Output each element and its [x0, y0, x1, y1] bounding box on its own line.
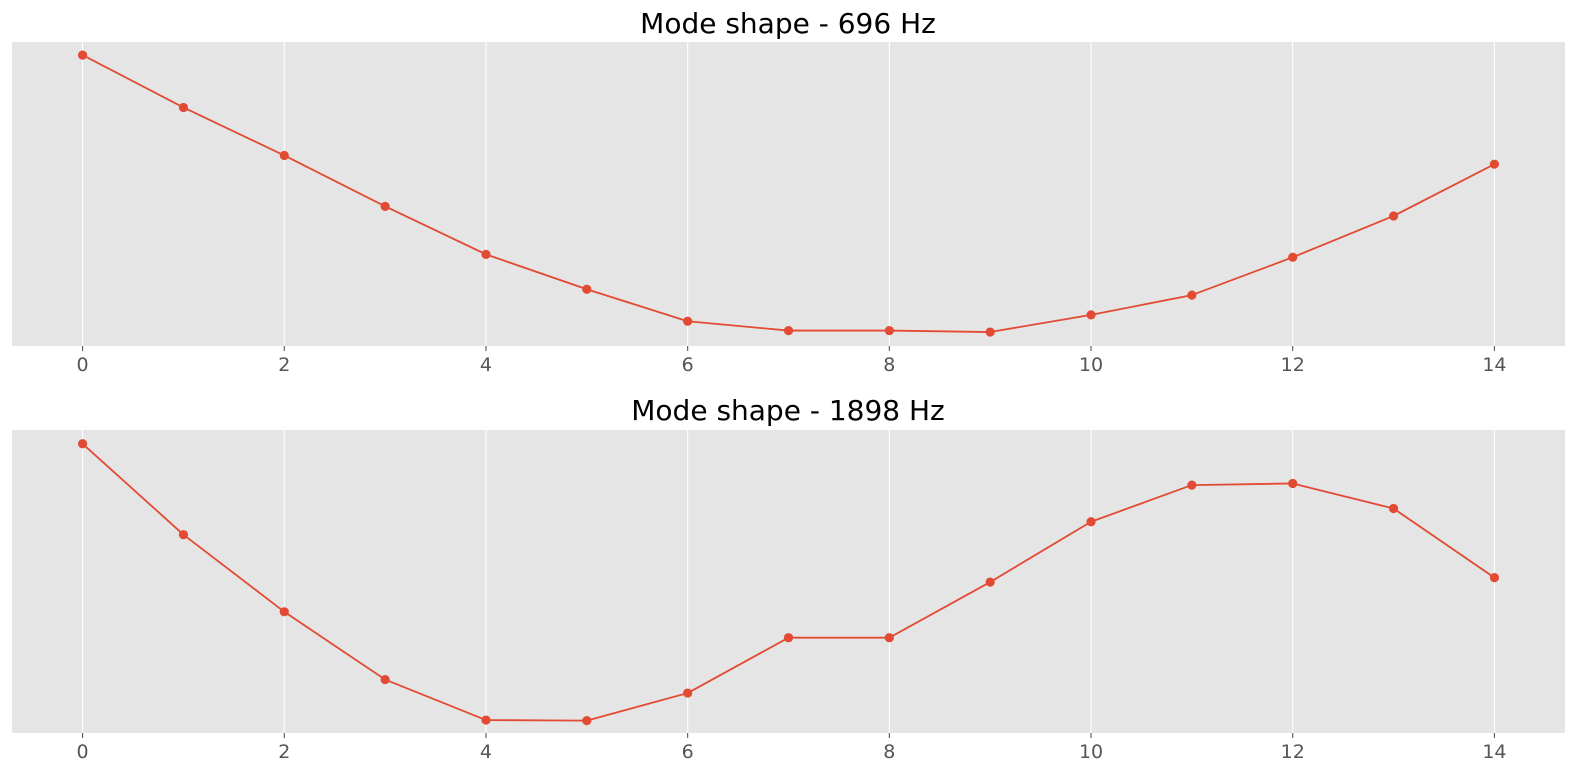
x-tick-label: 0	[77, 741, 89, 763]
data-point	[683, 688, 693, 698]
x-axis-ticks: 0 2 4 6 8 10 12 14	[77, 346, 1507, 376]
data-point	[582, 284, 592, 294]
data-point	[1388, 503, 1399, 514]
data-point	[1086, 517, 1096, 527]
data-markers	[77, 439, 1500, 726]
data-point	[279, 150, 289, 161]
x-tick-label: 4	[480, 741, 492, 763]
data-point	[1288, 252, 1298, 262]
mode-shape-696hz-panel: 0 2 4 6 8 10 12 14 Mode shape - 696 Hz	[12, 7, 1565, 376]
data-point	[380, 674, 390, 685]
x-tick-label: 2	[278, 741, 290, 763]
chart-title: Mode shape - 696 Hz	[640, 7, 936, 40]
data-point	[178, 102, 189, 113]
data-point	[1388, 211, 1399, 221]
data-point	[884, 325, 894, 336]
data-point	[985, 327, 995, 337]
data-point	[1086, 310, 1096, 320]
plot-area-background	[12, 430, 1565, 733]
x-tick-label: 14	[1482, 354, 1506, 376]
x-tick-label: 8	[883, 741, 895, 763]
x-tick-label: 6	[682, 354, 694, 376]
data-point	[77, 50, 88, 60]
chart-title: Mode shape - 1898 Hz	[631, 394, 945, 427]
data-point	[783, 325, 794, 336]
grid-lines	[82, 430, 1495, 733]
x-tick-label: 0	[77, 354, 89, 376]
data-markers	[77, 50, 1500, 337]
x-tick-label: 2	[278, 354, 290, 376]
data-point	[77, 439, 88, 449]
data-point	[1187, 290, 1197, 300]
data-point	[1187, 480, 1197, 490]
data-point	[481, 715, 491, 725]
plot-area-background	[12, 42, 1565, 346]
data-point	[481, 249, 491, 259]
data-point	[985, 577, 995, 587]
data-point	[1489, 159, 1500, 169]
data-point	[884, 633, 894, 643]
grid-lines	[82, 42, 1495, 346]
x-tick-label: 14	[1482, 741, 1506, 763]
data-point	[279, 607, 289, 617]
data-point	[783, 633, 794, 643]
x-tick-label: 8	[883, 354, 895, 376]
data-point	[582, 716, 592, 726]
data-point	[178, 530, 189, 540]
mode-shape-1898hz-panel: 0 2 4 6 8 10 12 14 Mode shape - 1898 Hz	[12, 394, 1565, 763]
x-tick-label: 12	[1281, 354, 1305, 376]
data-point	[683, 316, 693, 326]
data-point	[1489, 573, 1500, 583]
x-tick-label: 10	[1079, 741, 1103, 763]
x-axis-ticks: 0 2 4 6 8 10 12 14	[77, 733, 1507, 763]
x-tick-label: 6	[682, 741, 694, 763]
x-tick-label: 10	[1079, 354, 1103, 376]
data-point	[1288, 478, 1298, 489]
x-tick-label: 4	[480, 354, 492, 376]
data-point	[380, 201, 390, 211]
x-tick-label: 12	[1281, 741, 1305, 763]
